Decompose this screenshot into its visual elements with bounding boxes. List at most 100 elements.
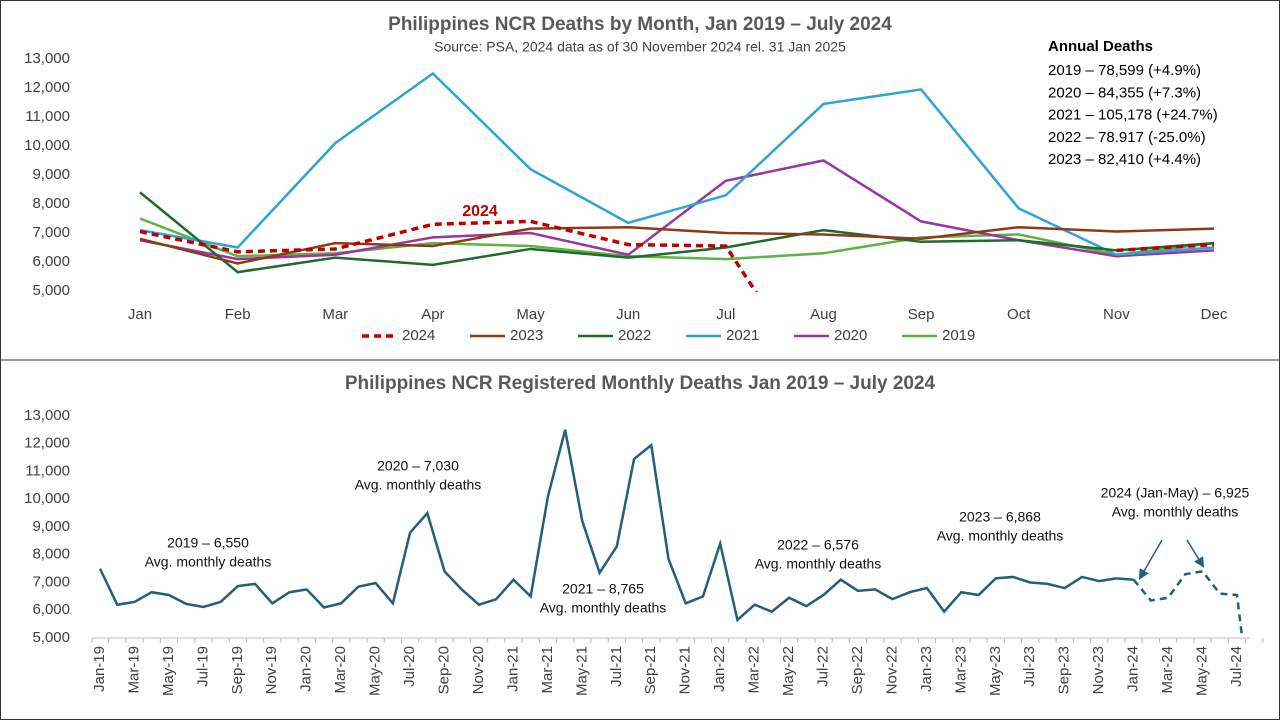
x-tick-label: Jul-20 bbox=[401, 646, 418, 687]
x-tick-label: Nov-23 bbox=[1090, 646, 1107, 694]
annual-line: 2021 – 105,178 (+24.7%) bbox=[1048, 107, 1218, 124]
x-tick-label: Jul-23 bbox=[1021, 646, 1038, 687]
annual-line: 2022 – 78.917 (-25.0%) bbox=[1048, 129, 1206, 146]
y-tick-label: 5,000 bbox=[32, 282, 70, 299]
annual-line: 2020 – 84,355 (+7.3%) bbox=[1048, 84, 1201, 101]
data-line bbox=[139, 219, 1215, 292]
x-tick-label: Jan-22 bbox=[711, 646, 728, 692]
x-tick-label: Oct bbox=[1007, 306, 1031, 323]
x-tick-label: May-21 bbox=[573, 646, 590, 696]
x-tick-label: Jan-19 bbox=[91, 646, 108, 692]
y-tick-label: 12,000 bbox=[24, 435, 70, 452]
annotation: Avg. monthly deaths bbox=[540, 600, 667, 616]
y-tick-label: 11,000 bbox=[25, 108, 70, 125]
x-tick-label: Apr bbox=[421, 306, 444, 323]
y-tick-label: 8,000 bbox=[32, 195, 70, 212]
annotation: Avg. monthly deaths bbox=[355, 477, 482, 493]
annotation: 2023 – 6,868 bbox=[959, 509, 1041, 525]
x-tick-label: Nov-20 bbox=[470, 646, 487, 694]
arrow bbox=[1186, 539, 1205, 568]
x-tick-label: May-23 bbox=[987, 646, 1004, 696]
x-tick-label: Mar-19 bbox=[125, 646, 142, 694]
y-tick-label: 10,000 bbox=[24, 137, 70, 154]
y-tick-label: 12,000 bbox=[24, 79, 70, 96]
x-tick-label: Jul bbox=[716, 306, 735, 323]
y-tick-label: 8,000 bbox=[32, 546, 70, 563]
x-tick-label: Sep-23 bbox=[1056, 646, 1073, 694]
x-tick-label: Jan-24 bbox=[1125, 646, 1142, 692]
annotation: 2020 – 7,030 bbox=[377, 458, 459, 474]
x-tick-label: Nov bbox=[1103, 306, 1130, 323]
y-tick-label: 11,000 bbox=[25, 462, 70, 479]
x-tick-label: Jun bbox=[616, 306, 640, 323]
x-tick-label: May-20 bbox=[367, 646, 384, 696]
x-tick-label: May-19 bbox=[160, 646, 177, 696]
x-tick-label: Aug bbox=[810, 306, 837, 323]
legend-label: 2020 bbox=[834, 327, 867, 344]
x-tick-label: Mar-20 bbox=[332, 646, 349, 694]
arrow bbox=[1138, 539, 1163, 580]
legend-label: 2021 bbox=[726, 327, 759, 344]
annotation: 2022 – 6,576 bbox=[777, 537, 859, 553]
x-tick-label: Nov-22 bbox=[883, 646, 900, 694]
x-tick-label: Sep-21 bbox=[642, 646, 659, 694]
chart-title: Philippines NCR Deaths by Month, Jan 201… bbox=[388, 14, 892, 35]
x-tick-label: Dec bbox=[1201, 306, 1228, 323]
annual-line: 2023 – 82,410 (+4.4%) bbox=[1048, 151, 1201, 168]
data-line bbox=[139, 191, 1215, 274]
y-tick-label: 7,000 bbox=[32, 573, 70, 590]
x-tick-label: Mar-21 bbox=[539, 646, 556, 694]
x-tick-label: Nov-21 bbox=[677, 646, 694, 694]
x-tick-label: Sep-19 bbox=[229, 646, 246, 694]
connector bbox=[1116, 577, 1134, 581]
y-tick-label: 9,000 bbox=[32, 166, 70, 183]
annual-title: Annual Deaths bbox=[1048, 38, 1153, 55]
data-line bbox=[139, 71, 1215, 257]
annotation: Avg. monthly deaths bbox=[1112, 504, 1239, 520]
legend-label: 2022 bbox=[618, 327, 651, 344]
x-tick-label: Mar-24 bbox=[1159, 646, 1176, 694]
x-tick-label: Mar-22 bbox=[746, 646, 763, 694]
legend-label: 2024 bbox=[402, 327, 435, 344]
y-tick-label: 13,000 bbox=[24, 407, 70, 424]
y-tick-label: 5,000 bbox=[32, 629, 70, 646]
data-line bbox=[139, 217, 1215, 261]
legend-label: 2019 bbox=[942, 327, 975, 344]
x-tick-label: Sep-20 bbox=[436, 646, 453, 694]
y-tick-label: 13,000 bbox=[24, 50, 70, 67]
x-tick-label: Mar-23 bbox=[952, 646, 969, 694]
legend-label: 2023 bbox=[510, 327, 543, 344]
data-line bbox=[139, 225, 1215, 265]
annotation: Avg. monthly deaths bbox=[755, 556, 882, 572]
x-tick-label: Mar bbox=[322, 306, 348, 323]
x-tick-label: May-24 bbox=[1194, 646, 1211, 696]
annotation: 2024 (Jan-May) – 6,925 bbox=[1101, 485, 1250, 501]
x-tick-label: Feb bbox=[225, 306, 251, 323]
annotation: Avg. monthly deaths bbox=[145, 554, 272, 570]
x-tick-label: Sep bbox=[908, 306, 935, 323]
data-line bbox=[98, 429, 1117, 623]
x-tick-label: Jul-19 bbox=[194, 646, 211, 687]
x-tick-label: Jul-22 bbox=[815, 646, 832, 687]
x-tick-label: Jan bbox=[128, 306, 152, 323]
y-tick-label: 10,000 bbox=[24, 490, 70, 507]
x-tick-label: Jan-20 bbox=[298, 646, 315, 692]
x-tick-label: Sep-22 bbox=[849, 646, 866, 694]
y-tick-label: 9,000 bbox=[32, 518, 70, 535]
x-tick-label: Jul-21 bbox=[608, 646, 625, 687]
x-tick-label: Jul-24 bbox=[1228, 646, 1245, 687]
data-line bbox=[1132, 570, 1244, 638]
y-tick-label: 6,000 bbox=[32, 253, 70, 270]
subtitle: Source: PSA, 2024 data as of 30 November… bbox=[434, 39, 846, 55]
x-tick-label: May-22 bbox=[780, 646, 797, 696]
x-tick-label: Nov-19 bbox=[263, 646, 280, 694]
annotation: 2021 – 8,765 bbox=[562, 581, 644, 597]
annual-line: 2019 – 78,599 (+4.9%) bbox=[1048, 62, 1201, 79]
x-tick-label: May bbox=[516, 306, 545, 323]
annotation: 2024 bbox=[462, 203, 498, 220]
y-tick-label: 6,000 bbox=[32, 601, 70, 618]
x-tick-label: Jan-21 bbox=[504, 646, 521, 692]
y-tick-label: 7,000 bbox=[32, 224, 70, 241]
x-tick-label: Jan-23 bbox=[918, 646, 935, 692]
